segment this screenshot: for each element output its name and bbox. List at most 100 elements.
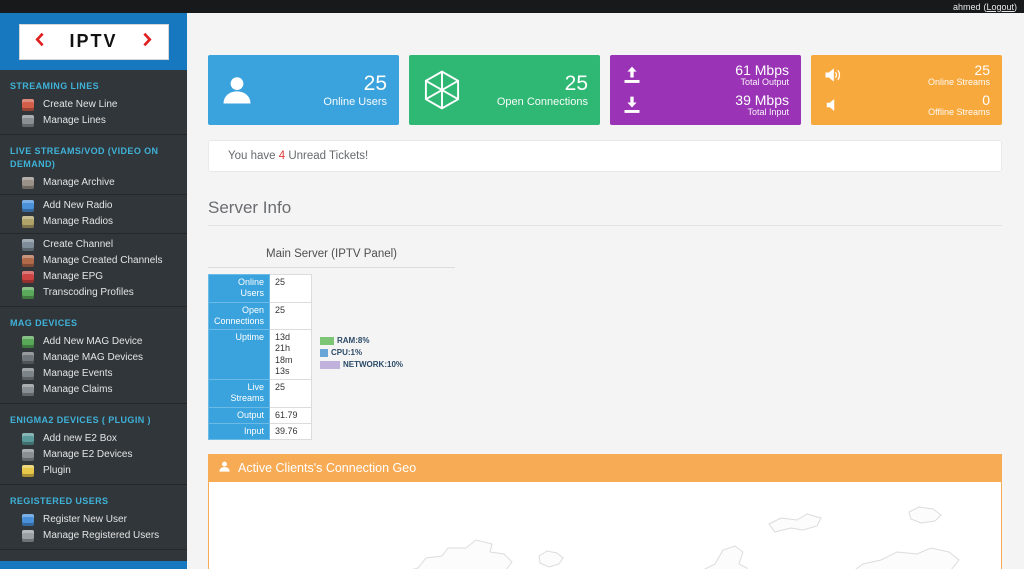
sidebar-item-manage-mag-devices[interactable]: Manage MAG Devices — [0, 350, 187, 366]
total-input-row: 39 Mbps Total Input — [622, 91, 789, 118]
ram-bar-icon — [320, 336, 334, 345]
sidebar-item-label: Manage Archive — [43, 177, 115, 189]
table-row: Uptime 13d 21h 18m 13s — [207, 329, 313, 380]
geo-panel: Active Clients's Connection Geo — [208, 454, 1002, 569]
uptime-line: 18m — [275, 354, 293, 365]
sidebar-item-add-new-radio[interactable]: Add New Radio — [0, 198, 187, 214]
channels-icon — [22, 255, 34, 268]
stat-value: 25 — [269, 301, 313, 330]
sidebar-item-label: Create New Line — [43, 99, 118, 111]
users-manage-icon — [22, 530, 34, 543]
sidebar-item-label: Register New User — [43, 514, 127, 526]
online-users-card: 25 Online Users — [208, 55, 399, 125]
legend-item-network[interactable]: NETWORK:10% — [320, 360, 403, 369]
sidebar-item-label: Manage Events — [43, 368, 113, 380]
stat-value: 25 — [269, 274, 313, 303]
sidebar-item-register-new-user[interactable]: Register New User — [0, 512, 187, 528]
logout-link[interactable]: Logout — [986, 1, 1014, 12]
total-input-label: Total Input — [747, 106, 789, 117]
sidebar-item-plugin[interactable]: Plugin — [0, 463, 187, 479]
main-content: 25 Online Users 25 Open Connections — [187, 13, 1024, 569]
user-icon — [218, 460, 231, 476]
sidebar-item-label: Manage EPG — [43, 271, 104, 283]
world-map — [208, 482, 1002, 569]
stat-label: Input — [207, 422, 271, 441]
users-icon — [22, 115, 34, 128]
server-stats-table: Online Users 25 Open Connections 25 Upti… — [207, 274, 313, 441]
total-output-label: Total Output — [740, 76, 789, 87]
legend-label: RAM:8% — [337, 336, 370, 345]
online-users-value: 25 — [363, 71, 387, 95]
unread-tickets-count: 4 — [278, 150, 286, 162]
open-connections-value: 25 — [564, 71, 588, 95]
table-row: Input 39.76 — [207, 422, 313, 441]
claims-icon — [22, 384, 34, 397]
sidebar-item-manage-lines[interactable]: Manage Lines — [0, 113, 187, 129]
online-streams-label: Online Streams — [927, 76, 990, 87]
open-connections-card: 25 Open Connections — [409, 55, 600, 125]
stat-cards-row: 25 Online Users 25 Open Connections — [208, 55, 1002, 125]
sidebar-section-enigma2-devices: ENIGMA2 DEVICES ( PLUGIN ) Add new E2 Bo… — [0, 404, 187, 486]
sidebar-item-create-new-line[interactable]: Create New Line — [0, 97, 187, 113]
sidebar-item-label: Add new E2 Box — [43, 433, 117, 445]
uptime-line: 21h — [275, 343, 291, 354]
sidebar-item-manage-e2-devices[interactable]: Manage E2 Devices — [0, 447, 187, 463]
online-streams-value: 25 — [974, 61, 990, 78]
sidebar-section-title: LIVE STREAMS/VOD (VIDEO ON DEMAND) — [10, 146, 159, 170]
chevron-right-icon — [143, 32, 153, 52]
sidebar-item-transcoding-profiles[interactable]: Transcoding Profiles — [0, 285, 187, 301]
sidebar-item-label: Add New Radio — [43, 200, 113, 212]
sidebar-item-label: Add New MAG Device — [43, 336, 143, 348]
sidebar-item-manage-claims[interactable]: Manage Claims — [0, 382, 187, 398]
chart-legend: RAM:8% CPU:1% NETWORK:10% — [320, 336, 403, 372]
sidebar-section-registered-users: REGISTERED USERS Register New User Manag… — [0, 485, 187, 551]
table-row: Open Connections 25 — [207, 301, 313, 330]
sidebar-item-create-channel[interactable]: Create Channel — [0, 237, 187, 253]
legend-item-cpu[interactable]: CPU:1% — [320, 348, 403, 357]
logo[interactable]: IPTV — [0, 13, 187, 70]
mag-add-icon — [22, 336, 34, 349]
table-row: Output 61.79 — [207, 406, 313, 424]
sidebar-item-label: Manage Created Channels — [43, 255, 163, 267]
stat-label: Output — [207, 406, 271, 424]
speaker-loud-icon — [823, 65, 843, 85]
sidebar-item-manage-events[interactable]: Manage Events — [0, 366, 187, 382]
sidebar-item-highlighted[interactable] — [0, 561, 187, 569]
sidebar-item-manage-archive[interactable]: Manage Archive — [0, 175, 187, 191]
sidebar-nav: STREAMING LINES Create New Line Manage L… — [0, 70, 187, 569]
sidebar-item-manage-radios[interactable]: Manage Radios — [0, 214, 187, 230]
sidebar-item-manage-epg[interactable]: Manage EPG — [0, 269, 187, 285]
user-add-icon — [22, 99, 34, 112]
stat-label: Live Streams — [207, 379, 271, 408]
cpu-bar-icon — [320, 348, 328, 357]
total-input-value: 39 Mbps — [735, 91, 789, 108]
sidebar-item-add-new-e2-box[interactable]: Add new E2 Box — [0, 431, 187, 447]
geo-panel-title: Active Clients's Connection Geo — [238, 461, 417, 475]
e2-icon — [22, 449, 34, 462]
sidebar-item-manage-created-channels[interactable]: Manage Created Channels — [0, 253, 187, 269]
sidebar-item-manage-registered-users[interactable]: Manage Registered Users — [0, 528, 187, 544]
sidebar-item-label: Transcoding Profiles — [43, 287, 134, 299]
server-info-chart: Main Server (IPTV Panel) Online Users 25… — [207, 248, 1002, 441]
logo-text: IPTV — [69, 31, 118, 51]
logout-paren-open: ( — [983, 1, 987, 12]
download-icon — [622, 95, 642, 115]
e2-add-icon — [22, 433, 34, 446]
streams-card: 25 Online Streams 0 Offline Streams — [811, 55, 1002, 125]
online-users-label: Online Users — [323, 96, 387, 109]
legend-item-ram[interactable]: RAM:8% — [320, 336, 403, 345]
sidebar-item-label: Manage Radios — [43, 216, 114, 228]
stat-value: 13d 21h 18m 13s — [269, 329, 313, 380]
sidebar-item-label: Manage E2 Devices — [43, 449, 133, 461]
alert-text-suffix: Unread Tickets! — [285, 150, 369, 162]
radio-icon — [22, 216, 34, 229]
chart-title: Main Server (IPTV Panel) — [208, 248, 455, 268]
chart-body: Online Users 25 Open Connections 25 Upti… — [207, 274, 1002, 441]
channel-add-icon — [22, 239, 34, 252]
offline-streams-row: 0 Offline Streams — [823, 92, 990, 118]
sidebar-item-add-new-mag-device[interactable]: Add New MAG Device — [0, 334, 187, 350]
total-output-value: 61 Mbps — [735, 61, 789, 78]
sidebar-section-streaming-lines: STREAMING LINES Create New Line Manage L… — [0, 70, 187, 136]
geo-panel-header: Active Clients's Connection Geo — [208, 454, 1002, 482]
sidebar-item-label: Manage Claims — [43, 384, 113, 396]
